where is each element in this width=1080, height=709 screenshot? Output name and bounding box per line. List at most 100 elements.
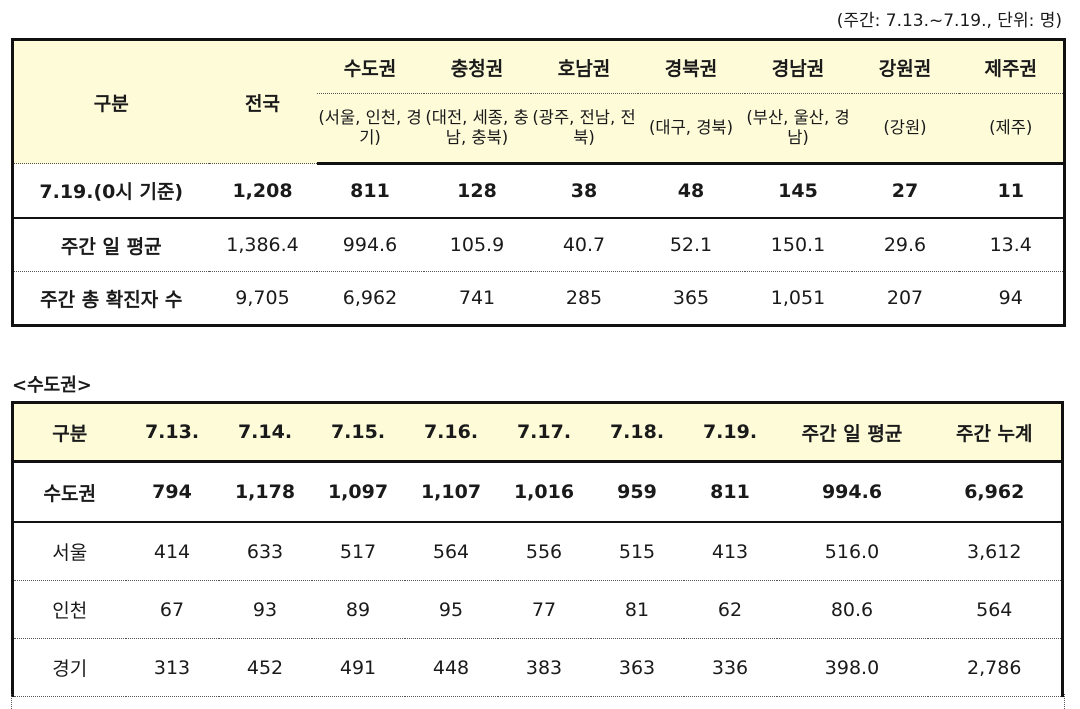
cell: 794 <box>125 461 219 523</box>
region-header: 충청권 <box>423 39 531 94</box>
column-header: 7.14. <box>218 402 312 463</box>
cell: 94 <box>998 287 1023 309</box>
region-header: 강원권 <box>851 39 959 94</box>
cell: 564 <box>927 580 1063 639</box>
cell: 105.9 <box>423 218 531 272</box>
cell: 811 <box>683 461 777 523</box>
cell: 95 <box>404 580 498 639</box>
region-subheader: (제주) <box>958 93 1065 165</box>
cell: 398.0 <box>776 638 928 697</box>
cell: 27 <box>851 163 959 219</box>
cell: 1,107 <box>404 461 498 523</box>
table-row: 주간 총 확진자 수 9,705 6,962 741 285 365 1,051… <box>13 272 1065 326</box>
cell: 336 <box>683 638 777 697</box>
national-header: 전국 <box>208 39 317 164</box>
cell: 491 <box>311 638 405 697</box>
cell: 959 <box>590 461 684 523</box>
cell: 448 <box>404 638 498 697</box>
region-subheader: (대전, 세종, 충남, 충북) <box>423 93 531 165</box>
corner-header: 구분 <box>12 39 209 164</box>
cell: 145 <box>744 163 852 219</box>
region-subheader: (대구, 경북) <box>637 93 745 165</box>
cell: 11 <box>958 163 1065 219</box>
cell: 128 <box>423 163 531 219</box>
cell: 285 <box>565 287 603 309</box>
cell: 556 <box>497 522 591 581</box>
column-header: 7.18. <box>590 402 684 463</box>
cell: 52.1 <box>637 218 745 272</box>
row-label: 서울 <box>12 522 126 581</box>
table-row: 서울 414 633 517 564 556 515 413 516.0 3,6… <box>12 522 1063 581</box>
cell: 516.0 <box>776 522 928 581</box>
cell: 413 <box>683 522 777 581</box>
table-row: 7.19.(0시 기준) 1,208 811 128 38 48 145 27 … <box>12 163 1065 219</box>
cell: 517 <box>311 522 405 581</box>
cell: 515 <box>590 522 684 581</box>
cell: 67 <box>125 580 219 639</box>
cell: 81 <box>590 580 684 639</box>
table-row: 주간 일 평균 1,386.4 994.6 105.9 40.7 52.1 15… <box>12 218 1065 272</box>
cell: 2,786 <box>927 638 1063 697</box>
column-header: 7.13. <box>125 402 219 463</box>
column-header: 7.17. <box>497 402 591 463</box>
region-subheader: (부산, 울산, 경남) <box>744 93 852 165</box>
cell: 1,016 <box>497 461 591 523</box>
cell: 13.4 <box>958 218 1065 272</box>
cell: 150.1 <box>744 218 852 272</box>
cell: 29.6 <box>851 218 959 272</box>
cell: 994.6 <box>316 218 424 272</box>
cell: 9,705 <box>235 287 290 309</box>
cell: 564 <box>404 522 498 581</box>
cell: 313 <box>125 638 219 697</box>
region-subheader: (서울, 인천, 경기) <box>316 93 424 165</box>
cell: 62 <box>683 580 777 639</box>
cell: 80.6 <box>776 580 928 639</box>
cell: 3,612 <box>927 522 1063 581</box>
section-title: <수도권> <box>12 375 92 396</box>
column-header: 7.15. <box>311 402 405 463</box>
cell: 6,962 <box>927 461 1063 523</box>
column-header: 주간 누계 <box>927 402 1063 463</box>
column-header: 구분 <box>12 402 126 463</box>
column-header: 7.16. <box>404 402 498 463</box>
cell: 994.6 <box>776 461 928 523</box>
regional-summary-table: 구분 전국 수도권 충청권 호남권 경북권 경남권 강원권 제주권 (서울, 인… <box>11 38 1066 327</box>
cell: 6,962 <box>342 287 398 309</box>
cell: 1,386.4 <box>208 218 317 272</box>
region-header: 호남권 <box>530 39 638 94</box>
cell: 1,097 <box>311 461 405 523</box>
cell: 93 <box>218 580 312 639</box>
row-label: 주간 일 평균 <box>12 218 209 272</box>
cell: 414 <box>125 522 219 581</box>
region-subheader: (광주, 전남, 전북) <box>530 93 638 165</box>
column-header: 7.19. <box>683 402 777 463</box>
cell: 1,178 <box>218 461 312 523</box>
table-row: 경기 313 452 491 448 383 363 336 398.0 2,7… <box>12 638 1063 697</box>
cell: 633 <box>218 522 312 581</box>
cell: 207 <box>886 287 924 309</box>
row-label: 7.19.(0시 기준) <box>12 163 209 219</box>
table-continuation <box>11 694 1065 709</box>
row-label: 인천 <box>12 580 126 639</box>
region-header: 경북권 <box>637 39 745 94</box>
table-row: 인천 67 93 89 95 77 81 62 80.6 564 <box>12 580 1063 639</box>
region-subheader: (강원) <box>851 93 959 165</box>
region-header: 경남권 <box>744 39 852 94</box>
cell: 365 <box>672 287 710 309</box>
cell: 89 <box>311 580 405 639</box>
cell: 1,208 <box>208 163 317 219</box>
cell: 383 <box>497 638 591 697</box>
region-header: 수도권 <box>316 39 424 94</box>
row-label: 수도권 <box>12 461 126 523</box>
capital-region-table: 구분 7.13. 7.14. 7.15. 7.16. 7.17. 7.18. 7… <box>11 401 1064 697</box>
cell: 38 <box>530 163 638 219</box>
cell: 1,051 <box>770 287 826 309</box>
row-label: 주간 총 확진자 수 <box>40 288 183 311</box>
cell: 811 <box>316 163 424 219</box>
table-row: 수도권 794 1,178 1,097 1,107 1,016 959 811 … <box>12 461 1063 523</box>
cell: 40.7 <box>530 218 638 272</box>
unit-note: (주간: 7.13.~7.19., 단위: 명) <box>836 11 1062 31</box>
cell: 452 <box>218 638 312 697</box>
cell: 48 <box>637 163 745 219</box>
cell: 363 <box>590 638 684 697</box>
